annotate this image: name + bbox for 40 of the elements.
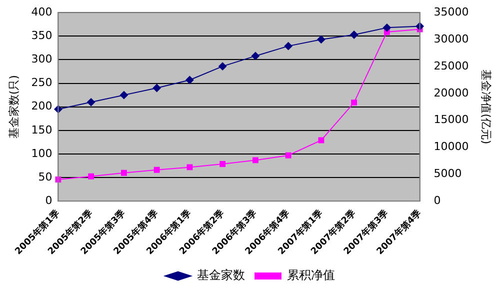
point bbox=[351, 100, 358, 106]
y-tick-label: 200 bbox=[31, 100, 52, 113]
y-tick-label: 400 bbox=[31, 5, 52, 18]
point bbox=[318, 137, 324, 144]
y-tick-label: 50 bbox=[38, 170, 52, 184]
point bbox=[284, 42, 292, 50]
y2-tick-label: 35000 bbox=[434, 5, 469, 18]
point bbox=[120, 170, 127, 176]
legend-label: 基金家数 bbox=[197, 268, 245, 282]
point bbox=[120, 91, 128, 100]
y2-tick-label: 5000 bbox=[434, 167, 462, 180]
point bbox=[252, 157, 258, 164]
y-axis-title: 基金家数(只) bbox=[7, 75, 20, 139]
y-tick-label: 300 bbox=[31, 52, 52, 66]
point bbox=[251, 52, 260, 60]
point bbox=[218, 62, 227, 70]
point bbox=[350, 30, 358, 39]
point bbox=[186, 164, 193, 170]
point bbox=[317, 35, 326, 44]
y2-tick-label: 10000 bbox=[434, 140, 469, 154]
y-tick-label: 150 bbox=[31, 123, 52, 136]
y-tick-label: 350 bbox=[31, 29, 52, 42]
point bbox=[87, 98, 96, 106]
y-tick-label: 0 bbox=[45, 194, 52, 207]
point bbox=[88, 173, 94, 180]
point bbox=[152, 84, 161, 92]
point bbox=[186, 76, 194, 84]
y2-tick-label: 20000 bbox=[434, 86, 469, 100]
point bbox=[382, 24, 391, 32]
legend-label: 累积净值 bbox=[287, 268, 335, 282]
point bbox=[154, 166, 160, 173]
point bbox=[285, 152, 292, 158]
y2-tick-label: 25000 bbox=[434, 59, 469, 72]
y-tick-label: 100 bbox=[31, 146, 52, 160]
y2-axis-title: 基金净值(亿元) bbox=[480, 70, 493, 144]
y2-tick-label: 0 bbox=[434, 194, 441, 207]
y2-tick-label: 15000 bbox=[434, 113, 469, 126]
y-tick-label: 250 bbox=[31, 76, 52, 90]
point bbox=[220, 160, 226, 167]
y2-tick-label: 30000 bbox=[434, 32, 469, 46]
